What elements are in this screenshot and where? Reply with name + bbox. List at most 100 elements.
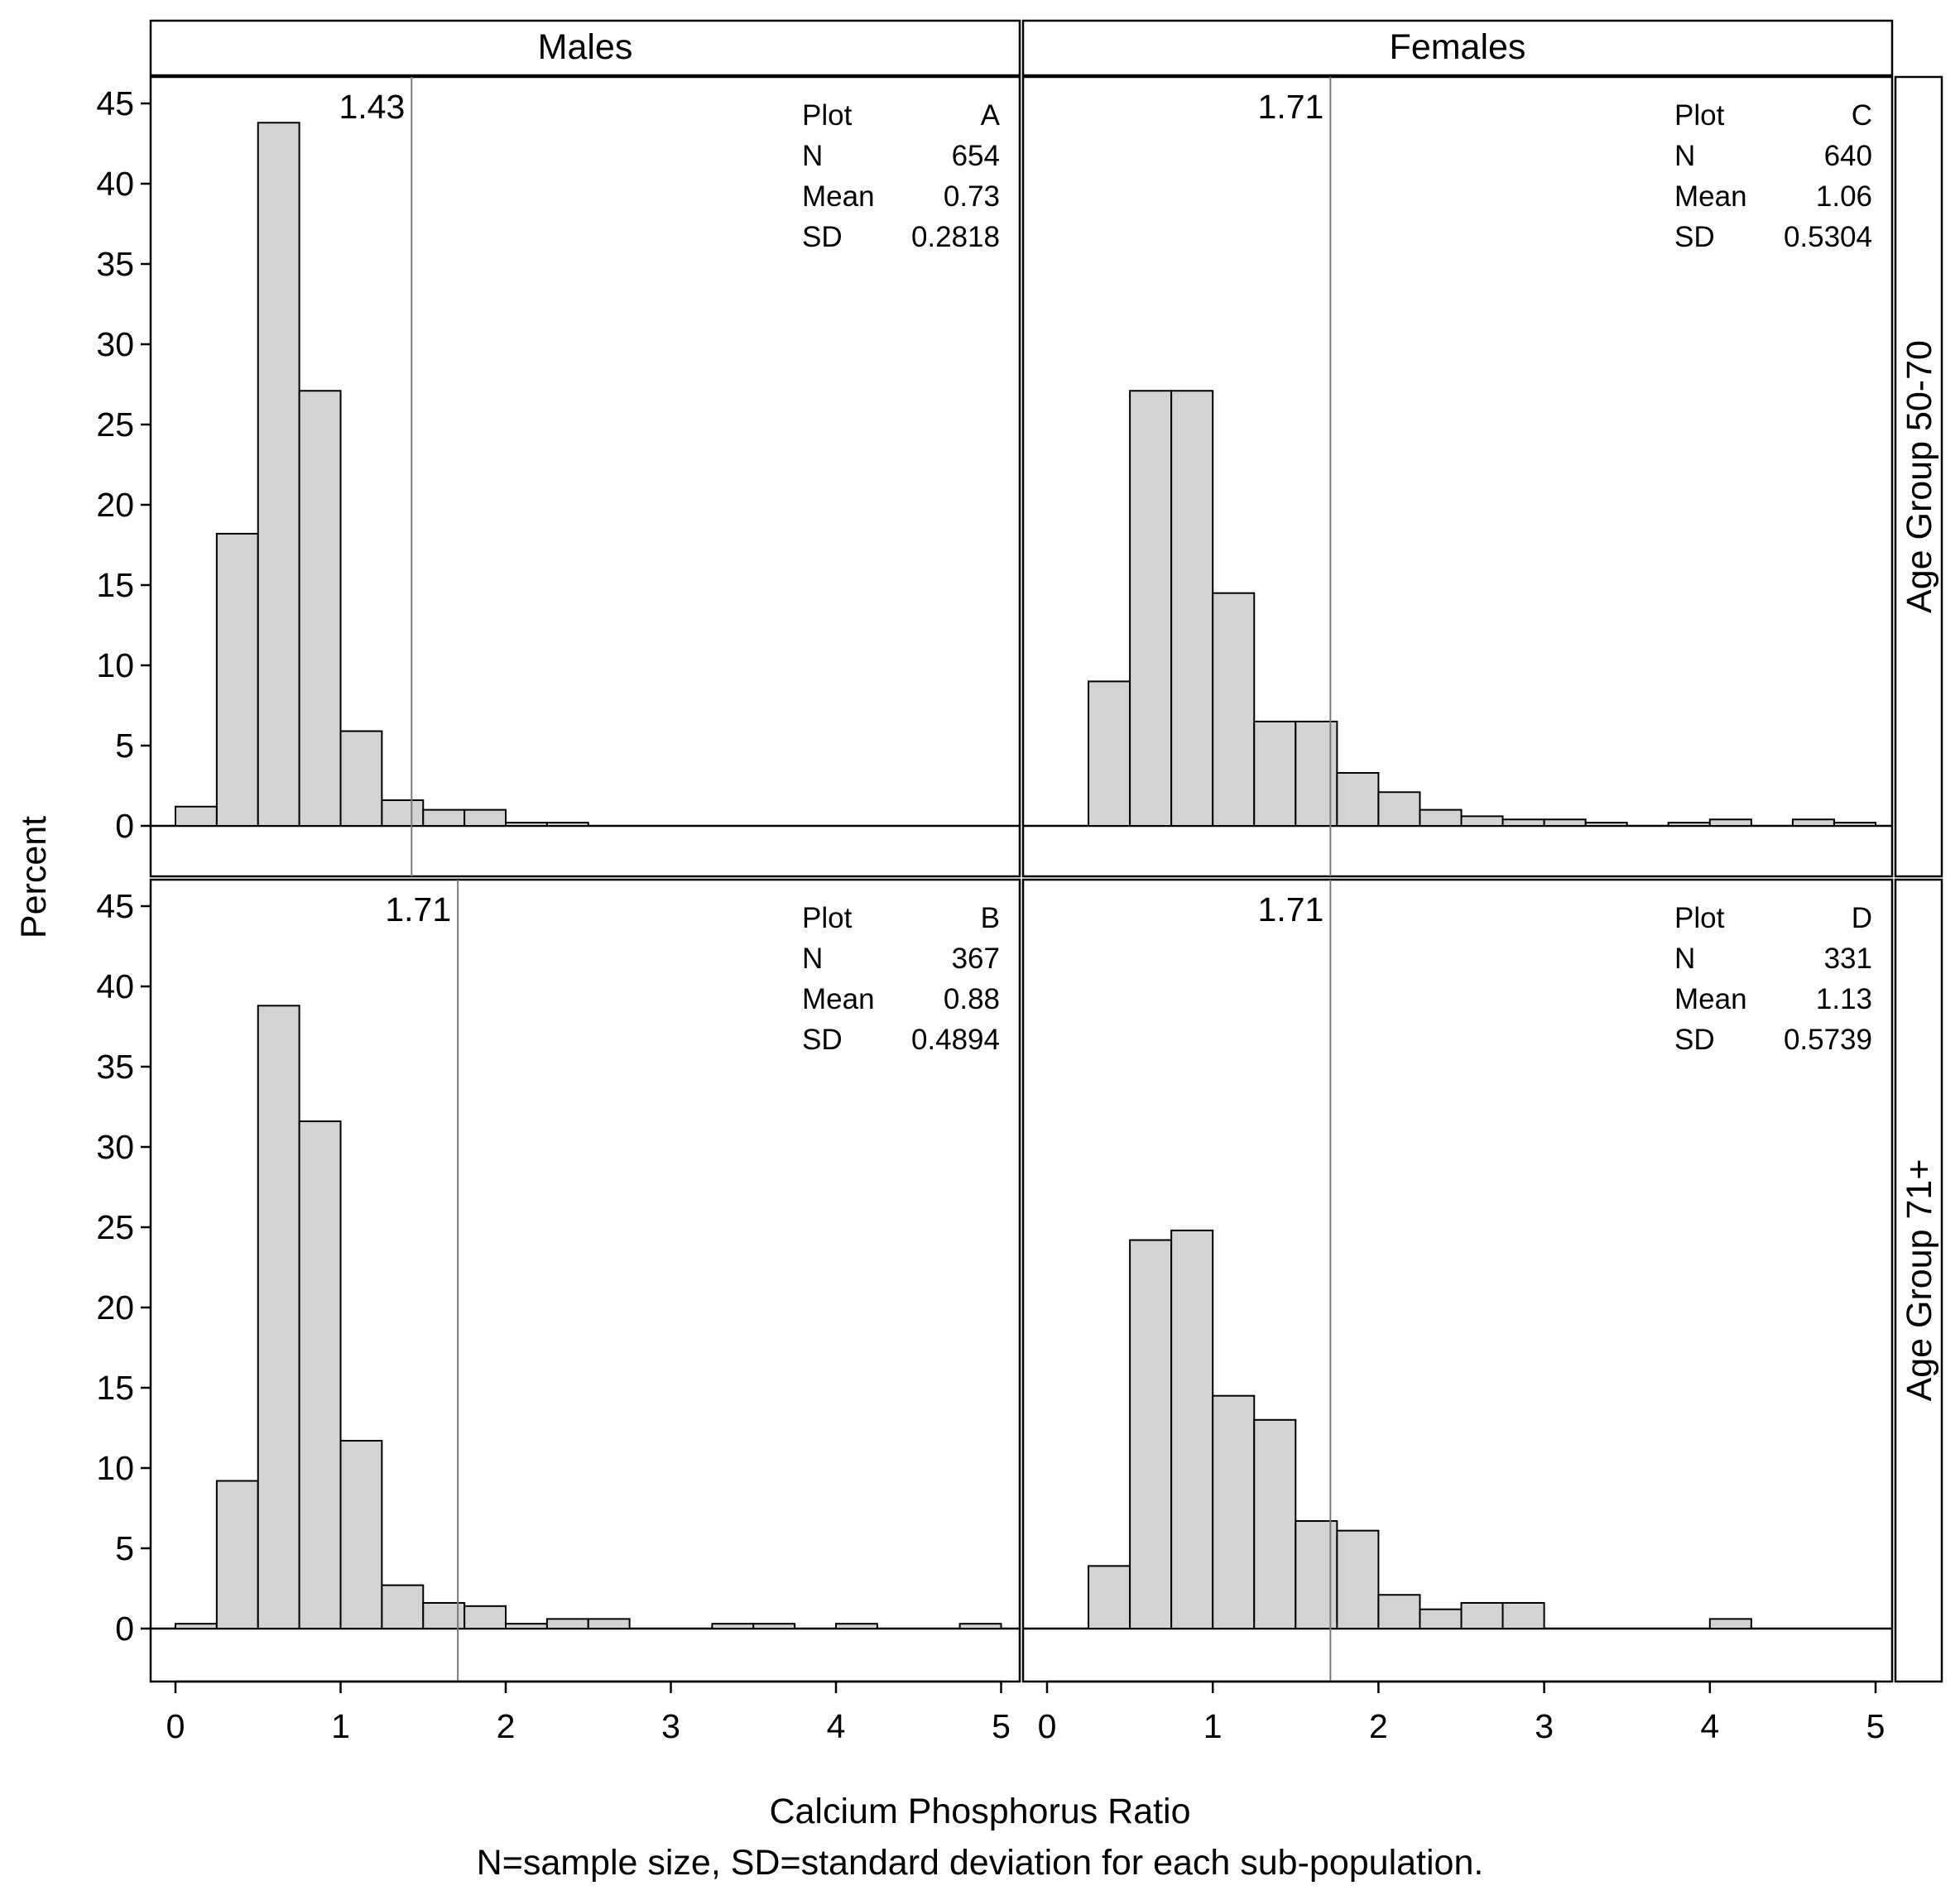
x-tick-label: 0 — [1038, 1707, 1057, 1745]
y-tick-label: 45 — [96, 887, 134, 925]
y-tick-label: 35 — [96, 245, 134, 283]
histogram-bar — [1460, 815, 1504, 827]
histogram-bar — [257, 1005, 300, 1629]
panel-frame — [1021, 75, 1894, 878]
y-tick-label: 10 — [96, 1449, 134, 1487]
stat-value-sd: 0.2818 — [911, 221, 1000, 253]
stat-value-n: 640 — [1824, 140, 1872, 172]
histogram-bar — [505, 822, 548, 827]
stat-value-mean: 1.13 — [1816, 983, 1872, 1015]
stat-label-n: N — [1674, 140, 1695, 172]
histogram-bar — [1377, 791, 1421, 828]
histogram-bar — [1253, 720, 1297, 828]
stat-label-mean: Mean — [802, 983, 875, 1015]
stat-label-sd: SD — [802, 1024, 843, 1056]
stat-value-sd: 0.5304 — [1784, 221, 1872, 253]
x-tick-label: 3 — [661, 1707, 680, 1745]
figure-caption: N=sample size, SD=standard deviation for… — [477, 1843, 1484, 1883]
column-strip-females: Females — [1021, 19, 1894, 77]
histogram-bar — [1336, 1529, 1380, 1630]
histogram-bar — [1170, 1229, 1214, 1629]
y-tick-label: 20 — [96, 1288, 134, 1327]
histogram-bar — [752, 1623, 796, 1630]
histogram-bar — [1088, 680, 1131, 828]
reference-line-label: 1.71 — [1258, 88, 1324, 126]
y-tick-label: 20 — [96, 486, 134, 524]
histogram-bar — [1212, 592, 1256, 827]
y-tick-label: 15 — [96, 566, 134, 604]
histogram-bar — [464, 1605, 507, 1629]
stat-value-plot: B — [981, 902, 1000, 934]
histogram-bar — [1129, 1239, 1173, 1630]
histogram-bar — [505, 1623, 548, 1630]
histogram-bar — [1708, 818, 1752, 827]
histogram-bar — [422, 808, 466, 827]
histogram-bar — [464, 808, 507, 827]
panel-a-males-50-70: 1.43 Plot A N 654 Mean 0.73 SD 0.2818 — [149, 75, 1021, 878]
stat-value-n: 367 — [952, 943, 1000, 975]
stat-value-sd: 0.5739 — [1784, 1024, 1872, 1056]
histogram-bar — [1501, 1601, 1545, 1629]
y-tick-label: 10 — [96, 646, 134, 684]
histogram-bar — [339, 1440, 383, 1630]
stat-label-n: N — [802, 140, 823, 172]
panel-frame — [149, 75, 1021, 878]
x-tick-label: 4 — [827, 1707, 846, 1745]
histogram-bar — [339, 730, 383, 827]
histogram-bar — [1129, 390, 1173, 827]
y-tick-label: 5 — [115, 727, 134, 765]
stat-label-n: N — [802, 943, 823, 975]
y-tick-label: 30 — [96, 1128, 134, 1166]
y-axis-top-row: 0 5 10 15 20 25 30 35 40 45 — [96, 84, 151, 845]
histogram-bar — [1212, 1394, 1256, 1629]
x-tick-label: 2 — [497, 1707, 516, 1745]
y-axis-bottom-row: 0 5 10 15 20 25 30 35 40 45 — [96, 887, 151, 1648]
histogram-bar — [1833, 822, 1876, 827]
stat-label-plot: Plot — [1674, 99, 1725, 132]
stat-value-plot: A — [981, 99, 1001, 132]
histogram-bar — [298, 390, 342, 827]
histogram-bar — [1791, 818, 1835, 827]
stat-label-mean: Mean — [1674, 180, 1747, 213]
x-tick-label: 1 — [1203, 1707, 1223, 1745]
stat-value-plot: D — [1852, 902, 1872, 934]
x-tick-label: 5 — [992, 1707, 1011, 1745]
histogram-bar — [711, 1623, 755, 1630]
y-tick-label: 25 — [96, 1208, 134, 1246]
y-tick-label: 15 — [96, 1369, 134, 1407]
stat-label-sd: SD — [1674, 221, 1715, 253]
y-tick-label: 0 — [115, 807, 134, 845]
histogram-bar — [545, 822, 589, 827]
histogram-bar — [1543, 818, 1587, 827]
histogram-bar — [1170, 390, 1214, 827]
y-tick-label: 35 — [96, 1048, 134, 1086]
histogram-bar — [175, 805, 218, 827]
histogram-bar — [1708, 1618, 1752, 1629]
histogram-bar — [257, 122, 300, 827]
histogram-bar — [298, 1120, 342, 1629]
x-axis-females: 0 1 2 3 4 5 — [1038, 1680, 1885, 1745]
stat-value-plot: C — [1852, 99, 1872, 132]
y-tick-label: 5 — [115, 1529, 134, 1567]
x-tick-label: 2 — [1369, 1707, 1388, 1745]
row-strip-age-50-70-label: Age Group 50-70 — [1900, 340, 1939, 613]
x-tick-label: 4 — [1700, 1707, 1719, 1745]
stat-value-sd: 0.4894 — [911, 1024, 1000, 1056]
row-strip-age-50-70: Age Group 50-70 — [1894, 75, 1943, 878]
y-tick-label: 30 — [96, 325, 134, 363]
x-tick-label: 1 — [331, 1707, 350, 1745]
reference-line-label: 1.71 — [1258, 890, 1324, 928]
stat-value-n: 654 — [952, 140, 1000, 172]
row-strip-age-71-plus-label: Age Group 71+ — [1900, 1159, 1939, 1402]
histogram-bar — [1584, 822, 1628, 827]
histogram-bar — [1667, 822, 1711, 827]
panel-b-males-71-plus: 1.71 Plot B N 367 Mean 0.88 SD 0.4894 — [149, 878, 1021, 1683]
y-tick-label: 45 — [96, 84, 134, 122]
stat-label-mean: Mean — [1674, 983, 1747, 1015]
stat-label-sd: SD — [802, 221, 843, 253]
stat-value-mean: 0.73 — [944, 180, 1000, 213]
stat-value-mean: 1.06 — [1816, 180, 1872, 213]
column-strip-females-label: Females — [1390, 27, 1526, 67]
y-tick-label: 40 — [96, 967, 134, 1005]
